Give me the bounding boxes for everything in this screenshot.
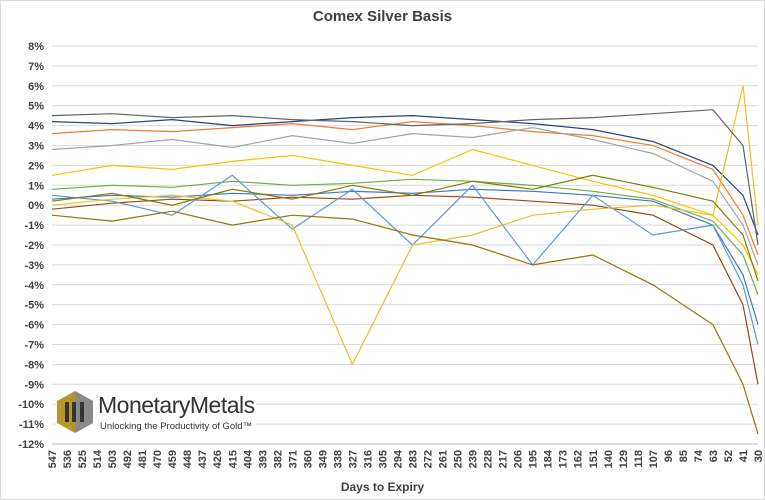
x-tick-label: 360: [302, 450, 314, 468]
y-tick-label: 0%: [28, 200, 44, 212]
y-tick-label: 3%: [28, 141, 44, 153]
x-tick-label: 261: [438, 450, 450, 468]
series-line-contract-2: [51, 120, 759, 256]
logo-tagline: Unlocking the Productivity of Gold™: [100, 421, 253, 432]
series-line-contract-12: [51, 174, 759, 281]
series-line-contract-5: [51, 194, 759, 385]
x-tick-label: 492: [122, 450, 134, 468]
y-tick-label: -12%: [18, 439, 44, 451]
y-tick-label: 4%: [28, 121, 44, 133]
logo-icon: [57, 391, 93, 433]
x-tick-label: 30: [753, 450, 765, 462]
x-tick-label: 382: [272, 450, 284, 468]
x-tick-label: 426: [212, 450, 224, 468]
x-tick-label: 272: [423, 450, 435, 468]
x-tick-label: 228: [483, 450, 495, 468]
y-tick-label: -6%: [24, 320, 44, 332]
x-tick-label: 217: [498, 450, 510, 468]
y-tick-label: 8%: [28, 41, 44, 53]
x-tick-label: 459: [167, 450, 179, 468]
x-tick-label: 63: [708, 450, 720, 462]
x-tick-label: 316: [362, 450, 374, 468]
x-tick-label: 151: [588, 450, 600, 468]
series-line-contract-10: [51, 109, 759, 246]
x-tick-label: 41: [738, 450, 750, 462]
x-tick-label: 338: [332, 450, 344, 468]
x-tick-label: 184: [543, 449, 555, 468]
x-tick-label: 129: [618, 450, 630, 468]
series-line-contract-6: [51, 178, 759, 296]
x-tick-label: 437: [197, 450, 209, 468]
chart-title: Comex Silver Basis: [312, 8, 453, 25]
x-tick-label: 250: [453, 450, 465, 468]
x-tick-label: 349: [317, 450, 329, 468]
series-line-contract-8: [51, 148, 759, 276]
x-tick-label: 448: [182, 450, 194, 468]
y-tick-label: 5%: [28, 101, 44, 113]
x-tick-label: 140: [603, 450, 615, 468]
y-tick-label: 7%: [28, 61, 44, 73]
x-tick-label: 327: [347, 450, 359, 468]
y-tick-label: 2%: [28, 160, 44, 172]
x-tick-label: 118: [633, 450, 645, 468]
x-tick-label: 52: [723, 450, 735, 462]
x-tick-label: 514: [92, 449, 104, 468]
x-tick-label: 536: [62, 450, 74, 468]
x-tick-label: 525: [77, 450, 89, 468]
y-tick-label: -9%: [24, 379, 44, 391]
y-tick-label: -2%: [24, 240, 44, 252]
x-tick-label: 415: [227, 450, 239, 468]
y-tick-label: -5%: [24, 300, 44, 312]
series-line-contract-7: [51, 174, 759, 345]
logo-name: MonetaryMetals: [98, 392, 255, 418]
series-line-contract-1: [51, 114, 759, 236]
y-tick-label: -4%: [24, 280, 44, 292]
x-tick-label: 371: [287, 450, 299, 468]
x-tick-label: 294: [392, 449, 404, 468]
x-tick-label: 393: [257, 450, 269, 468]
y-tick-label: -3%: [24, 260, 44, 272]
series-line-contract-11: [51, 210, 759, 435]
monetary-metals-logo: MonetaryMetals Unlocking the Productivit…: [56, 390, 256, 438]
x-tick-label: 547: [47, 450, 59, 468]
x-tick-label: 283: [408, 450, 420, 468]
x-tick-label: 239: [468, 450, 480, 468]
x-tick-label: 195: [528, 450, 540, 468]
x-tick-label: 503: [107, 450, 119, 468]
y-tick-label: -8%: [24, 359, 44, 371]
y-tick-label: -10%: [18, 399, 44, 411]
x-tick-label: 481: [137, 450, 149, 468]
x-tick-label: 305: [377, 450, 389, 468]
x-tick-label: 74: [693, 449, 705, 462]
x-tick-label: 85: [678, 450, 690, 462]
x-tick-label: 107: [648, 450, 660, 468]
x-tick-label: 162: [573, 450, 585, 468]
x-tick-label: 206: [513, 450, 525, 468]
y-tick-label: -7%: [24, 340, 44, 352]
x-tick-label: 470: [152, 450, 164, 468]
series-line-contract-3: [51, 126, 759, 266]
x-tick-label: 404: [242, 449, 254, 468]
x-tick-label: 96: [663, 450, 675, 462]
y-tick-label: 6%: [28, 81, 44, 93]
y-tick-label: -1%: [24, 220, 44, 232]
x-axis-label: Days to Expiry: [340, 480, 425, 494]
y-tick-label: 1%: [28, 180, 44, 192]
x-tick-label: 173: [558, 450, 570, 468]
y-tick-label: -11%: [19, 419, 44, 431]
